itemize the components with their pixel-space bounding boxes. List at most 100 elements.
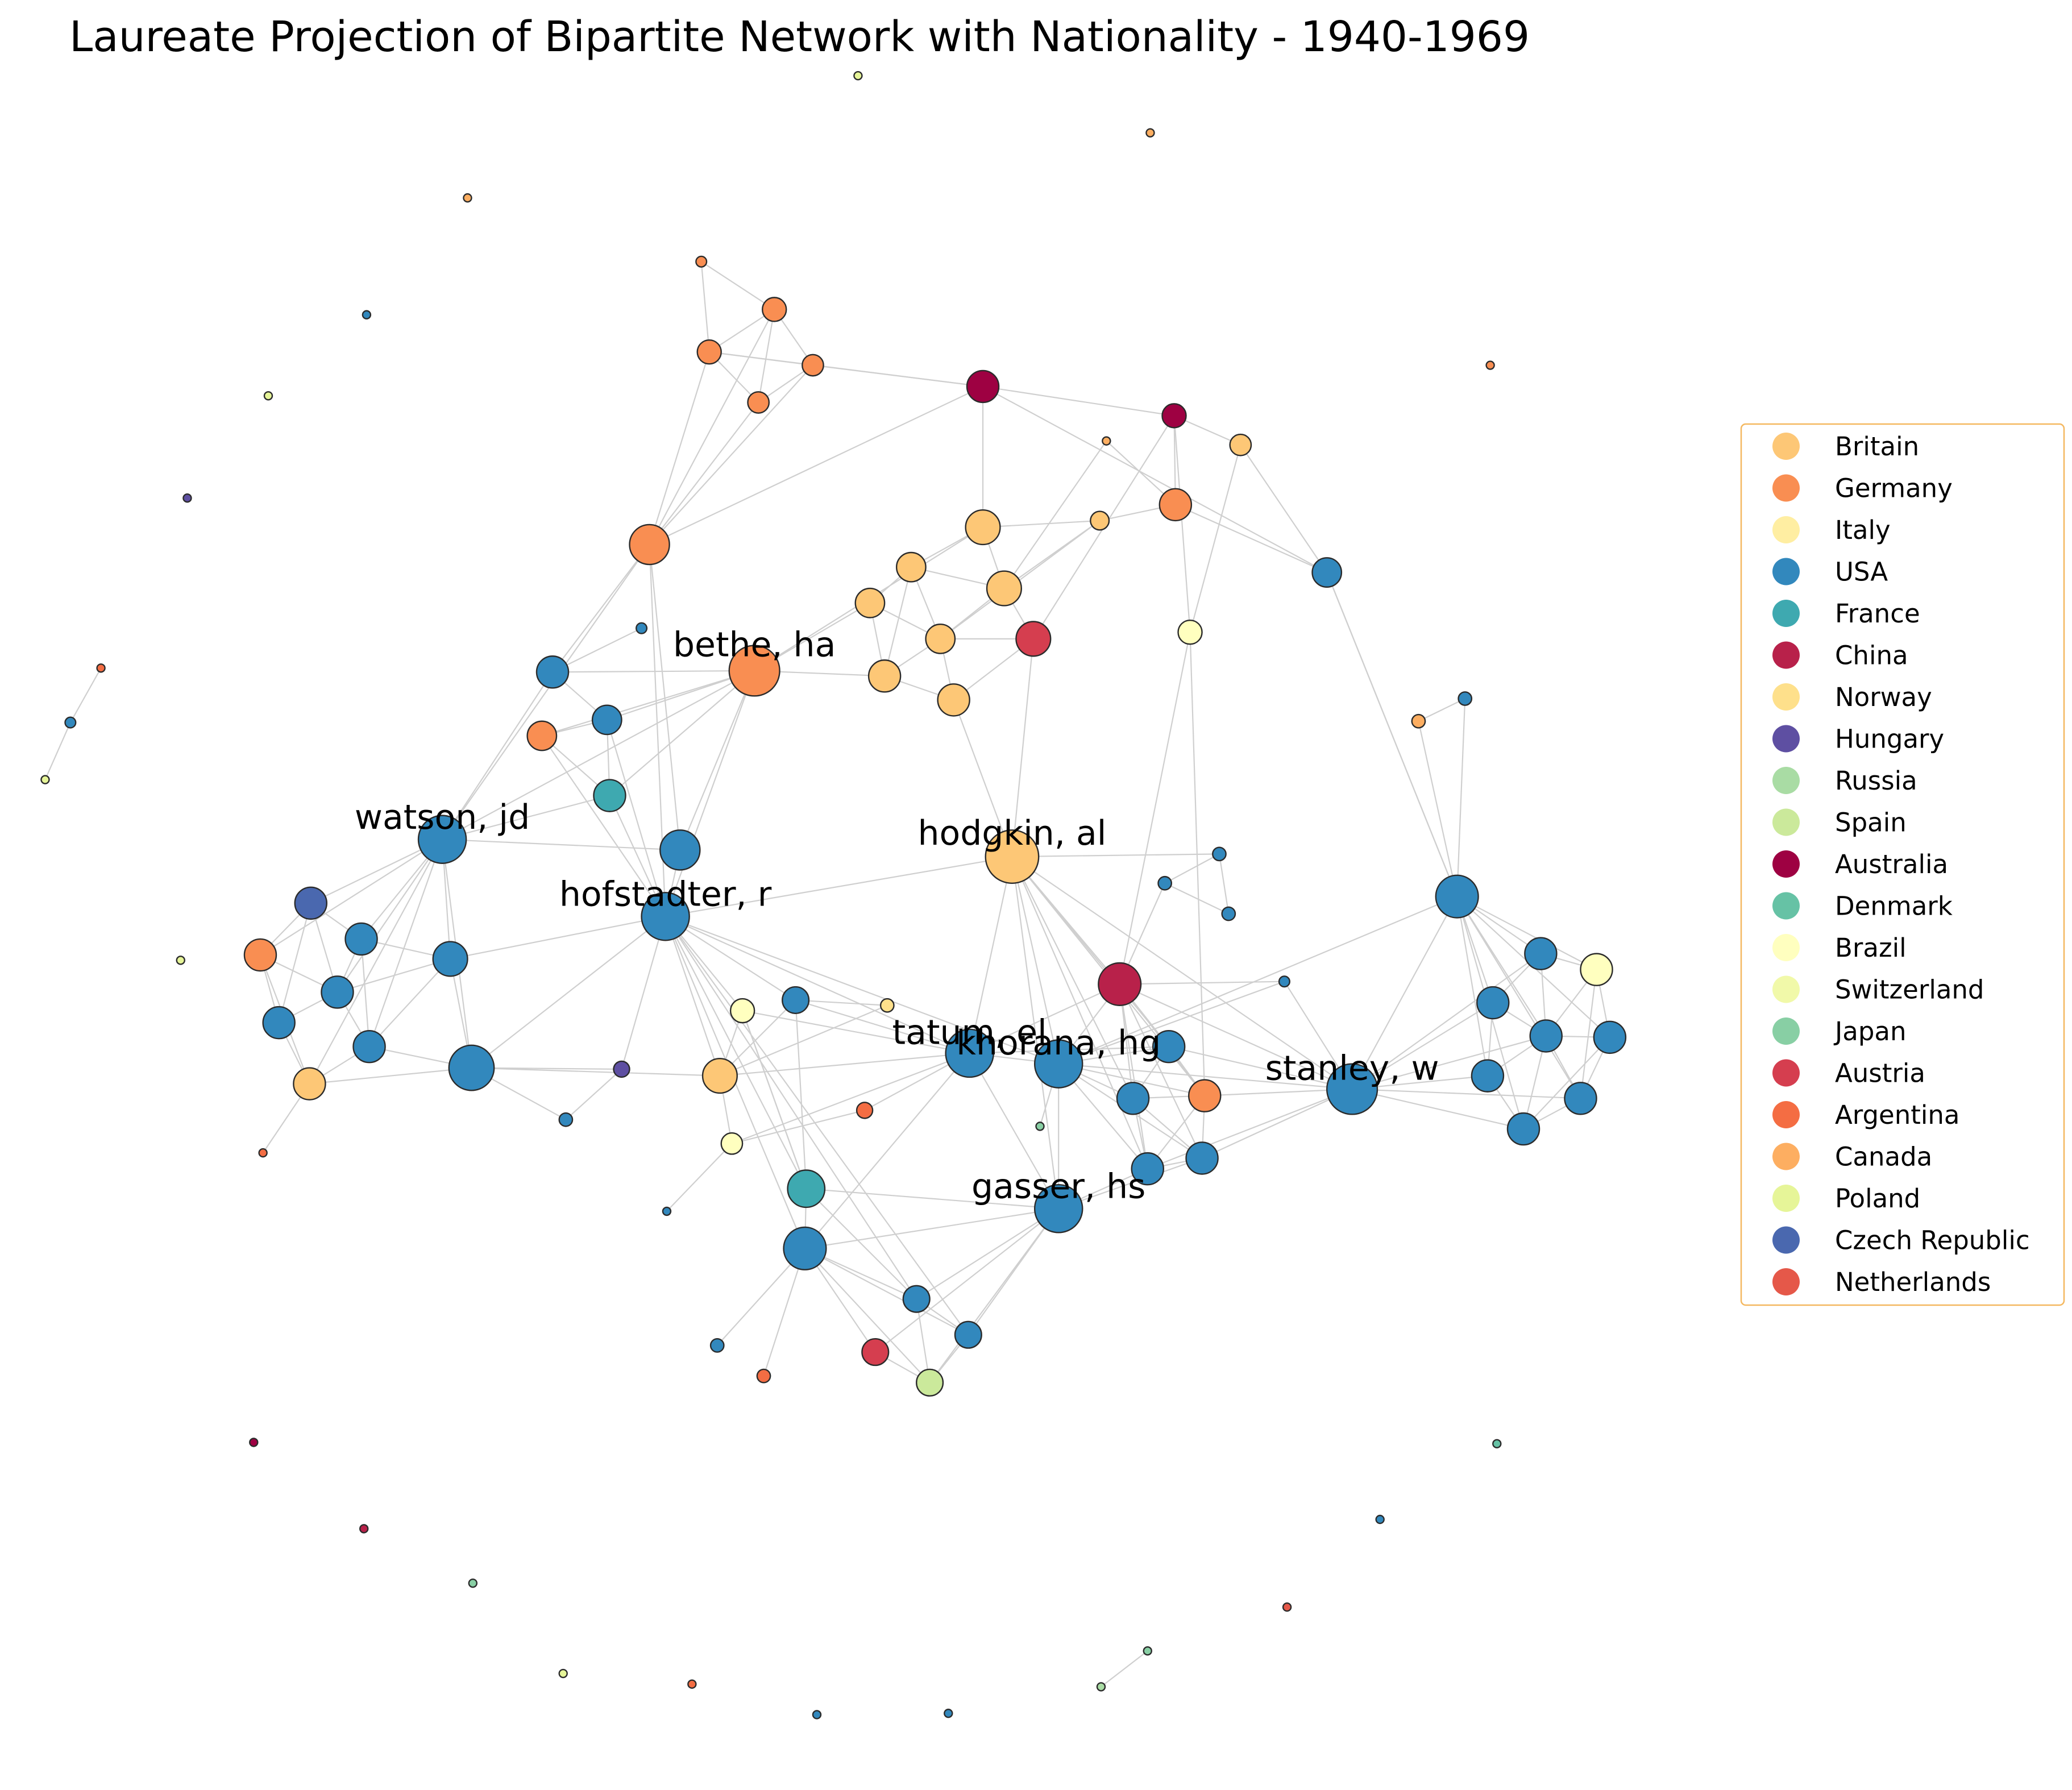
node-a60 bbox=[879, 998, 895, 1013]
node-label-hofstadter: hofstadter, r bbox=[559, 875, 772, 915]
legend-marker bbox=[1772, 516, 1800, 543]
node-a27 bbox=[1311, 557, 1343, 588]
node-a98 bbox=[1096, 1682, 1106, 1692]
edge-hodgkin-a70 bbox=[1011, 856, 1148, 1169]
node-a52 bbox=[352, 1029, 386, 1064]
edge-stanley-a78 bbox=[1352, 1088, 1581, 1099]
edge-hofstadter-a83 bbox=[665, 916, 917, 1299]
edge-a26-a56 bbox=[1119, 632, 1191, 985]
node-a91 bbox=[1375, 1514, 1385, 1525]
node-a19 bbox=[1090, 510, 1110, 531]
edge-tatum-gasser bbox=[969, 1053, 1060, 1209]
legend-marker bbox=[1772, 558, 1800, 585]
node-label-hodgkin: hodgkin, al bbox=[917, 813, 1106, 853]
node-a93 bbox=[468, 1578, 478, 1588]
legend-label: Netherlands bbox=[1835, 1267, 1991, 1297]
edge-a70-stanley bbox=[1147, 1088, 1352, 1170]
node-a83 bbox=[902, 1285, 931, 1313]
legend-item: Poland bbox=[1772, 1183, 1920, 1214]
edge-a61-a66 bbox=[565, 1069, 622, 1120]
edge-hodgkin-gasser bbox=[1011, 856, 1060, 1209]
node-a18 bbox=[965, 509, 1001, 546]
node-a46 bbox=[344, 922, 378, 956]
node-a40 bbox=[40, 775, 50, 784]
edge-gasser-a86 bbox=[875, 1208, 1059, 1353]
node-a50 bbox=[321, 975, 354, 1009]
edge-a9-a27 bbox=[982, 385, 1327, 574]
edge-a63-stanley bbox=[1168, 1046, 1352, 1090]
node-a29 bbox=[535, 655, 570, 689]
node-a82 bbox=[662, 1206, 672, 1216]
edge-watson-a47 bbox=[260, 838, 443, 956]
edge-a6-a17 bbox=[649, 351, 710, 545]
edge-hofstadter-tatum bbox=[665, 916, 970, 1054]
node-gasser bbox=[1033, 1183, 1083, 1234]
legend-marker bbox=[1772, 808, 1800, 836]
node-a66 bbox=[558, 1112, 574, 1127]
edge-a21-a30 bbox=[884, 567, 912, 676]
legend-label: Denmark bbox=[1835, 891, 1953, 921]
edge-stanley-a79 bbox=[1352, 1088, 1524, 1130]
node-label-gasser: gasser, hs bbox=[971, 1167, 1145, 1207]
node-a85 bbox=[709, 1338, 725, 1353]
edge-khorana-a65 bbox=[1058, 1063, 1205, 1097]
legend-marker bbox=[1772, 1059, 1800, 1087]
edge-a95-a98 bbox=[1101, 1650, 1148, 1688]
edge-a76-a79 bbox=[1523, 1037, 1610, 1129]
edge-bethe-a35 bbox=[679, 670, 755, 850]
node-a76 bbox=[1593, 1020, 1627, 1054]
edge-a8-a17 bbox=[649, 402, 759, 545]
node-a4 bbox=[695, 255, 708, 268]
edge-a42-a43 bbox=[1164, 882, 1229, 915]
node-a41 bbox=[1212, 846, 1227, 862]
node-a94 bbox=[1282, 1602, 1292, 1612]
edge-a53-hofstadter bbox=[471, 916, 666, 1069]
node-a22 bbox=[986, 570, 1022, 607]
edge-gasser-a88 bbox=[929, 1208, 1060, 1383]
node-a13 bbox=[362, 310, 372, 319]
legend-label: Hungary bbox=[1835, 724, 1944, 754]
legend-label: Argentina bbox=[1835, 1100, 1960, 1130]
legend-marker bbox=[1772, 850, 1800, 878]
node-a31 bbox=[937, 683, 970, 717]
legend-frame bbox=[1740, 423, 2065, 1306]
node-a21 bbox=[895, 551, 927, 583]
edge-a33-hofstadter bbox=[541, 735, 666, 917]
edge-hodgkin-a64 bbox=[1011, 856, 1134, 1099]
node-a61 bbox=[613, 1060, 630, 1078]
edge-a57-khorana bbox=[1058, 981, 1285, 1065]
node-a32 bbox=[591, 704, 622, 736]
node-a79 bbox=[1506, 1112, 1540, 1146]
legend-item: China bbox=[1772, 641, 1908, 671]
legend-label: Canada bbox=[1835, 1142, 1932, 1172]
node-a5 bbox=[761, 297, 787, 322]
node-a37 bbox=[1458, 691, 1473, 706]
legend-marker bbox=[1772, 683, 1800, 711]
node-a9 bbox=[966, 369, 1000, 404]
node-a8 bbox=[747, 391, 770, 414]
node-a33 bbox=[526, 720, 558, 751]
node-a48 bbox=[432, 941, 468, 977]
edge-a32-hofstadter bbox=[606, 720, 666, 917]
edge-gasser-a83 bbox=[916, 1208, 1059, 1300]
edge-a59-a80 bbox=[742, 1010, 807, 1189]
legend-item: Britain bbox=[1772, 431, 1919, 462]
edge-a27-a44 bbox=[1326, 572, 1458, 897]
legend-marker bbox=[1772, 1143, 1800, 1170]
node-a45 bbox=[294, 886, 327, 920]
node-a89 bbox=[249, 1438, 259, 1447]
node-a70 bbox=[1131, 1152, 1165, 1186]
edge-a45-a51 bbox=[278, 903, 312, 1023]
legend-label: Spain bbox=[1835, 808, 1907, 838]
legend-item: France bbox=[1772, 599, 1920, 629]
edge-a9-a10 bbox=[982, 385, 1174, 417]
edge-a44-a73 bbox=[1456, 896, 1597, 970]
edge-a56-a70 bbox=[1119, 984, 1148, 1169]
node-a90 bbox=[1492, 1439, 1502, 1449]
edge-a4-a6 bbox=[700, 261, 710, 352]
edge-a41-a42 bbox=[1164, 853, 1220, 884]
node-a1 bbox=[853, 70, 863, 81]
edge-hofstadter-khorana bbox=[665, 916, 1059, 1065]
node-label-bethe: bethe, ha bbox=[673, 625, 836, 664]
